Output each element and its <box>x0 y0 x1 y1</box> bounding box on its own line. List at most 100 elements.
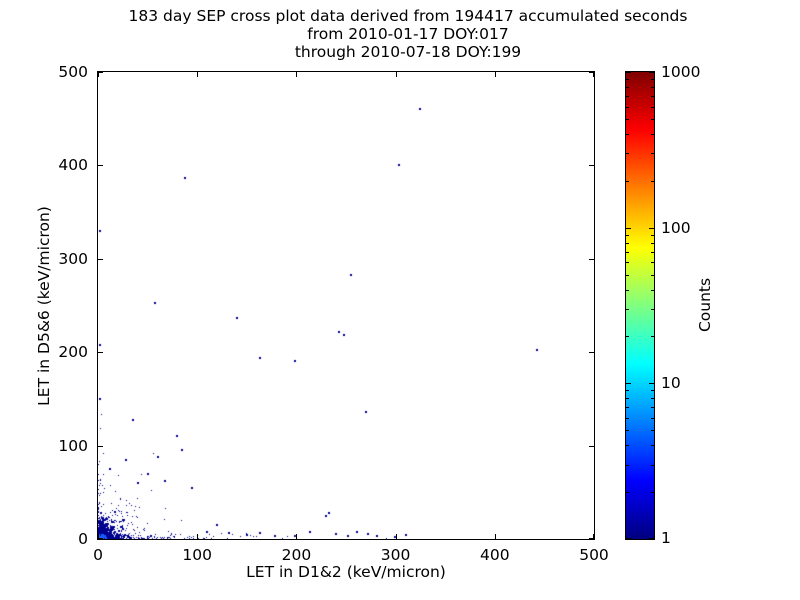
y-tick-label: 100 <box>58 436 88 455</box>
colorbar-minor-tick <box>651 96 654 97</box>
colorbar-minor-tick <box>626 252 629 253</box>
colorbar-minor-tick <box>651 107 654 108</box>
colorbar <box>625 71 655 540</box>
y-tick-label: 400 <box>58 156 88 175</box>
colorbar-minor-tick <box>651 418 654 419</box>
colorbar-minor-tick <box>626 407 629 408</box>
colorbar-minor-tick <box>651 492 654 493</box>
colorbar-minor-tick <box>626 465 629 466</box>
colorbar-tick <box>649 383 654 384</box>
y-axis-label: LET in D5&6 (keV/micron) <box>35 206 53 406</box>
colorbar-tick <box>626 538 631 539</box>
colorbar-minor-tick <box>651 465 654 466</box>
colorbar-minor-tick <box>626 418 629 419</box>
colorbar-minor-tick <box>651 181 654 182</box>
colorbar-minor-tick <box>626 107 629 108</box>
colorbar-minor-tick <box>651 87 654 88</box>
colorbar-minor-tick <box>626 262 629 263</box>
chart-subtitle-through: through 2010-07-18 DOY:199 <box>294 43 522 61</box>
colorbar-minor-tick <box>651 290 654 291</box>
colorbar-minor-tick <box>626 290 629 291</box>
colorbar-minor-tick <box>626 430 629 431</box>
y-tick <box>98 72 103 73</box>
colorbar-minor-tick <box>626 445 629 446</box>
x-tick-label: 400 <box>480 546 510 564</box>
plot-area <box>97 71 595 540</box>
colorbar-minor-tick <box>626 243 629 244</box>
y-tick-label: 0 <box>78 530 88 548</box>
y-tick <box>98 538 103 539</box>
x-tick <box>495 534 496 539</box>
colorbar-minor-tick <box>626 336 629 337</box>
x-tick <box>197 72 198 77</box>
y-tick <box>589 352 594 353</box>
colorbar-tick-label: 1000 <box>661 63 701 81</box>
colorbar-minor-tick <box>651 336 654 337</box>
y-tick <box>589 259 594 260</box>
y-tick-label: 200 <box>58 343 88 362</box>
x-tick <box>495 72 496 77</box>
scatter-canvas <box>98 72 594 539</box>
y-tick <box>589 446 594 447</box>
y-tick <box>98 165 103 166</box>
x-tick <box>396 72 397 77</box>
y-tick <box>98 352 103 353</box>
colorbar-minor-tick <box>626 309 629 310</box>
x-tick <box>396 534 397 539</box>
colorbar-minor-tick <box>626 398 629 399</box>
colorbar-minor-tick <box>626 390 629 391</box>
colorbar-tick-label: 100 <box>661 219 691 237</box>
x-tick-label: 500 <box>579 546 609 564</box>
colorbar-minor-tick <box>626 119 629 120</box>
colorbar-minor-tick <box>626 87 629 88</box>
x-tick-label: 300 <box>380 546 411 564</box>
colorbar-minor-tick <box>651 153 654 154</box>
x-tick <box>98 72 99 77</box>
x-tick <box>593 534 594 539</box>
y-tick <box>98 446 103 447</box>
colorbar-minor-tick <box>651 235 654 236</box>
colorbar-minor-tick <box>626 79 629 80</box>
colorbar-tick <box>626 228 631 229</box>
colorbar-minor-tick <box>626 181 629 182</box>
colorbar-minor-tick <box>651 79 654 80</box>
x-tick-label: 0 <box>93 546 103 564</box>
colorbar-minor-tick <box>651 134 654 135</box>
colorbar-tick <box>649 538 654 539</box>
colorbar-minor-tick <box>651 430 654 431</box>
x-tick <box>98 534 99 539</box>
colorbar-minor-tick <box>651 243 654 244</box>
colorbar-minor-tick <box>651 398 654 399</box>
y-tick-label: 300 <box>58 249 88 268</box>
colorbar-tick-label: 1 <box>661 529 671 547</box>
colorbar-minor-tick <box>651 309 654 310</box>
y-tick-label: 500 <box>58 63 88 81</box>
colorbar-tick <box>649 72 654 73</box>
colorbar-tick <box>649 228 654 229</box>
colorbar-minor-tick <box>651 119 654 120</box>
colorbar-minor-tick <box>626 235 629 236</box>
x-tick-label: 200 <box>281 546 312 564</box>
colorbar-minor-tick <box>626 134 629 135</box>
colorbar-minor-tick <box>651 445 654 446</box>
x-tick <box>593 72 594 77</box>
y-tick <box>589 72 594 73</box>
y-tick <box>589 538 594 539</box>
y-tick <box>98 259 103 260</box>
colorbar-tick <box>626 383 631 384</box>
x-tick <box>296 72 297 77</box>
colorbar-tick-label: 10 <box>661 374 681 392</box>
chart-title: 183 day SEP cross plot data derived from… <box>128 7 688 25</box>
colorbar-minor-tick <box>626 96 629 97</box>
colorbar-label: Counts <box>696 277 714 333</box>
colorbar-minor-tick <box>651 252 654 253</box>
colorbar-minor-tick <box>651 262 654 263</box>
x-tick <box>197 534 198 539</box>
x-tick-label: 100 <box>182 546 212 564</box>
x-axis-label: LET in D1&2 (keV/micron) <box>246 563 446 581</box>
colorbar-minor-tick <box>626 492 629 493</box>
x-tick <box>296 534 297 539</box>
colorbar-minor-tick <box>626 275 629 276</box>
colorbar-minor-tick <box>651 275 654 276</box>
